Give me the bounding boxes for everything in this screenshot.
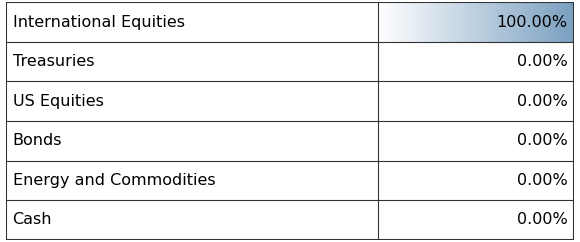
Bar [560,2,562,42]
Bar [412,2,415,42]
Text: 0.00%: 0.00% [517,133,567,148]
Text: Treasuries: Treasuries [13,54,94,69]
Bar [447,2,449,42]
Bar [444,2,447,42]
Text: 0.00%: 0.00% [517,54,567,69]
Bar [466,2,469,42]
Bar [6,121,574,160]
Bar [488,2,491,42]
Bar [503,2,506,42]
Bar [6,42,574,82]
Text: 0.00%: 0.00% [517,94,567,109]
Bar [449,2,452,42]
Bar [434,2,437,42]
Bar [510,2,513,42]
Bar [478,2,481,42]
Bar [380,2,383,42]
Bar [567,2,570,42]
Bar [520,2,523,42]
Bar [532,2,535,42]
Bar [452,2,454,42]
Bar [545,2,548,42]
Bar [440,2,442,42]
Bar [432,2,434,42]
Bar [462,2,464,42]
Bar [496,2,498,42]
Bar [383,2,386,42]
Bar [494,2,496,42]
Bar [528,2,530,42]
Bar [513,2,516,42]
Bar [550,2,552,42]
Bar [378,2,380,42]
Bar [390,2,393,42]
Bar [557,2,560,42]
Bar [525,2,528,42]
Bar [415,2,418,42]
Text: International Equities: International Equities [13,15,184,30]
Bar [530,2,532,42]
Bar [474,2,476,42]
Bar [506,2,508,42]
Bar [484,2,486,42]
Bar [386,2,388,42]
Bar [388,2,390,42]
Bar [540,2,542,42]
Bar [501,2,503,42]
Bar [516,2,518,42]
Bar [523,2,525,42]
Bar [491,2,494,42]
Bar [403,2,405,42]
Bar [564,2,567,42]
Bar [410,2,412,42]
Bar [395,2,398,42]
Text: Cash: Cash [13,212,52,227]
Bar [469,2,471,42]
Bar [572,2,574,42]
Text: 0.00%: 0.00% [517,212,567,227]
Bar [548,2,550,42]
Bar [542,2,545,42]
Bar [570,2,572,42]
Bar [481,2,484,42]
Bar [464,2,466,42]
Bar [486,2,488,42]
Bar [6,2,378,42]
Bar [459,2,462,42]
Bar [456,2,459,42]
Bar [498,2,501,42]
Text: US Equities: US Equities [13,94,103,109]
Bar [437,2,440,42]
Bar [535,2,538,42]
Bar [442,2,444,42]
Bar [400,2,403,42]
Bar [508,2,510,42]
Bar [562,2,564,42]
Bar [420,2,422,42]
Bar [393,2,395,42]
Bar [398,2,400,42]
Bar [6,82,574,121]
Bar [538,2,540,42]
Bar [418,2,420,42]
Bar [476,2,478,42]
Bar [425,2,427,42]
Text: Energy and Commodities: Energy and Commodities [13,173,215,188]
Bar [408,2,410,42]
Bar [405,2,408,42]
Bar [552,2,554,42]
Text: Bonds: Bonds [13,133,62,148]
Bar [422,2,425,42]
Bar [454,2,456,42]
Bar [427,2,430,42]
Bar [471,2,474,42]
Bar [6,200,574,240]
Text: 100.00%: 100.00% [496,15,567,30]
Bar [518,2,520,42]
Bar [6,160,574,200]
Text: 0.00%: 0.00% [517,173,567,188]
Bar [430,2,432,42]
Bar [554,2,557,42]
